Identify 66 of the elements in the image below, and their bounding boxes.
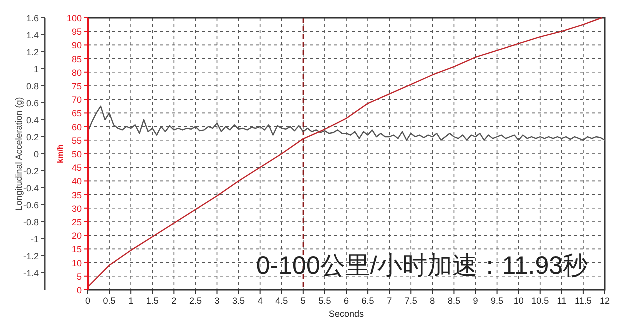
x-tick-label: 12	[600, 296, 610, 306]
y-tick-label: 1.6	[26, 14, 39, 24]
y2-tick-label: 50	[72, 150, 82, 160]
y-tick-label: -0.2	[23, 166, 39, 176]
y2-tick-label: 75	[72, 82, 82, 92]
y2-tick-label: 40	[72, 176, 82, 187]
y-tick-label: 0.6	[26, 98, 39, 108]
x-tick-label: 4.5	[276, 296, 288, 306]
x-tick-label: 10.5	[532, 296, 550, 306]
x-tick-label: 9.5	[491, 296, 504, 306]
y-tick-label: -0.4	[23, 184, 39, 194]
y-tick-label: -1.2	[23, 252, 39, 262]
y2-tick-label: 55	[72, 136, 82, 146]
y2-tick-label: 35	[72, 190, 82, 200]
y-tick-label: -1	[30, 234, 39, 244]
y-tick-label: -0.8	[23, 218, 39, 228]
y2-tick-label: 95	[72, 27, 82, 38]
x-tick-label: 10	[514, 296, 524, 306]
x-tick-label: 0	[85, 296, 91, 306]
x-tick-label: 7	[387, 296, 392, 306]
y2-tick-label: 90	[72, 40, 82, 51]
x-tick-label: 8	[430, 296, 436, 306]
x-tick-label: 6.5	[362, 296, 374, 306]
y2-tick-label: 70	[72, 95, 82, 106]
x-tick-label: 5.5	[318, 296, 332, 306]
x-tick-label: 11.5	[575, 296, 592, 306]
x-axis-title: Seconds	[328, 309, 365, 319]
x-tick-label: 11	[557, 296, 567, 306]
y2-tick-label: 15	[72, 244, 82, 255]
y-tick-label: -1.4	[23, 268, 39, 278]
x-tick-label: 3.5	[232, 296, 246, 306]
x-tick-label: 4	[258, 296, 263, 306]
x-tick-label: 1.5	[146, 296, 159, 306]
x-tick-label: 6	[344, 296, 350, 306]
x-tick-label: 5	[300, 296, 306, 306]
y2-tick-label: 60	[72, 122, 82, 132]
x-tick-label: 8.5	[448, 296, 460, 306]
x-tick-label: 3	[214, 296, 220, 306]
y-tick-label: -0.6	[23, 200, 39, 210]
y2-tick-label: 30	[72, 204, 82, 214]
y2-tick-label: 80	[72, 68, 82, 78]
y-tick-label: 1	[34, 64, 39, 74]
y2-tick-label: 5	[76, 272, 82, 282]
y-axis-title: Longitudinal Acceleration (g)	[14, 97, 24, 211]
y-tick-label: 1.2	[26, 48, 39, 58]
x-tick-label: 1	[128, 296, 134, 306]
x-tick-label: 0.5	[103, 296, 116, 306]
x-tick-label: 7.5	[404, 296, 418, 306]
y2-tick-label: 85	[72, 54, 82, 64]
x-tick-label: 9	[473, 296, 478, 306]
y2-tick-label: 100	[66, 14, 82, 24]
y2-tick-label: 10	[72, 258, 82, 268]
y2-tick-label: 0	[76, 286, 82, 296]
y-tick-label: 0.8	[26, 82, 39, 92]
y-tick-label: 0	[34, 150, 39, 160]
y2-tick-label: 20	[72, 231, 82, 242]
y-tick-label: 0.2	[26, 132, 39, 142]
x-tick-label: 2	[172, 296, 177, 306]
y-tick-label: 0.4	[26, 116, 39, 126]
y2-axis-title: km/h	[56, 144, 65, 164]
line-series	[87, 17, 603, 288]
y-tick-label: 1.4	[26, 30, 39, 40]
x-tick-label: 2.5	[189, 296, 202, 306]
y2-tick-label: 45	[72, 163, 82, 174]
y2-tick-label: 25	[72, 218, 82, 228]
y2-tick-label: 65	[72, 108, 82, 119]
